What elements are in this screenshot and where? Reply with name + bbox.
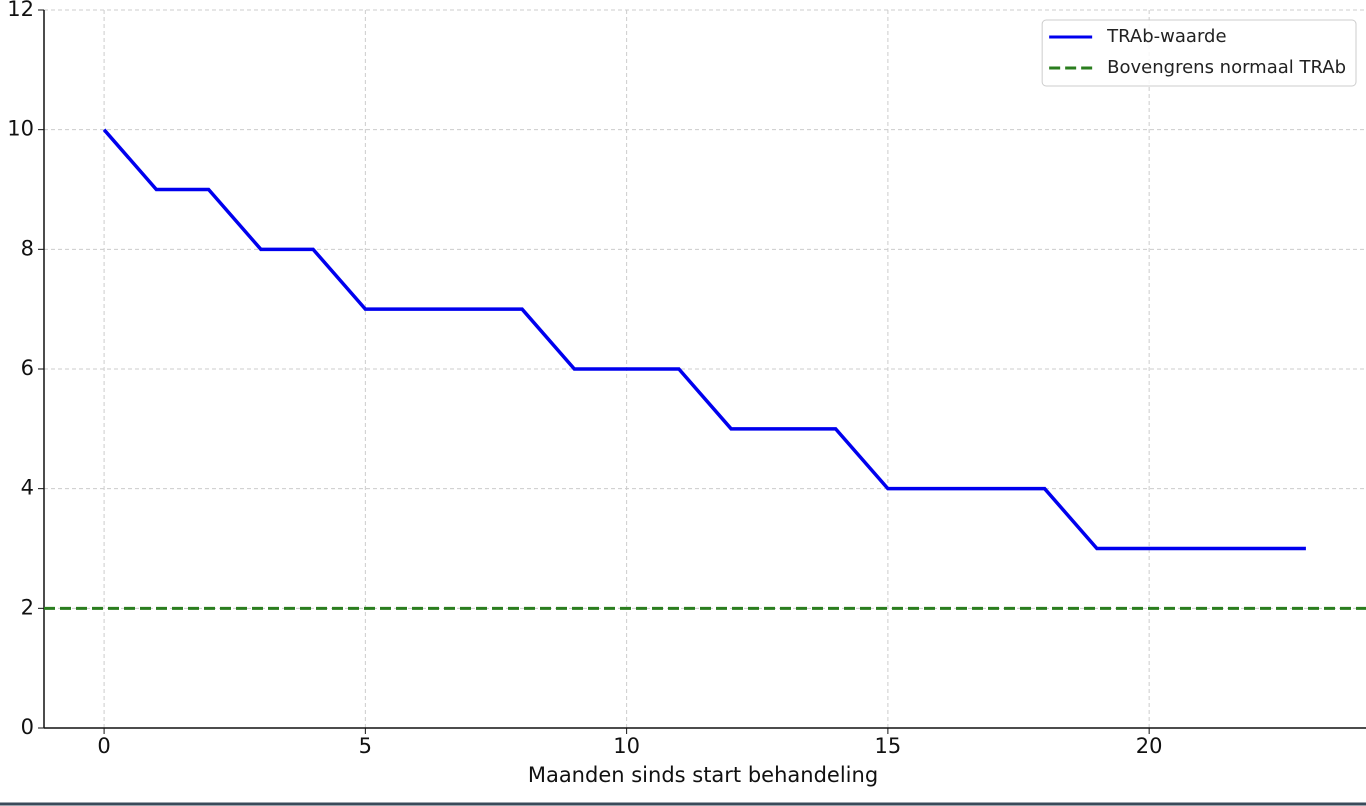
y-tick-label: 8 — [21, 236, 34, 260]
x-axis-label: Maanden sinds start behandeling — [528, 763, 878, 787]
legend-label: TRAb-waarde — [1106, 26, 1226, 47]
x-tick-label: 10 — [613, 734, 640, 758]
y-tick-label: 4 — [21, 476, 34, 500]
data-line — [102, 128, 1306, 551]
x-tick-label: 5 — [359, 734, 372, 758]
y-tick-label: 6 — [21, 356, 34, 380]
x-tick-label: 0 — [97, 734, 110, 758]
legend: TRAb-waarde Bovengrens normaal TRAb — [1041, 19, 1357, 87]
y-tick-label: 12 — [7, 0, 34, 21]
y-tick-label: 2 — [21, 595, 34, 619]
legend-label: Bovengrens normaal TRAb — [1107, 57, 1346, 78]
y-tick-label: 10 — [7, 117, 34, 141]
x-tick-label: 20 — [1136, 734, 1163, 758]
legend-box — [1041, 19, 1357, 87]
x-tick-label: 15 — [875, 734, 902, 758]
y-tick-label: 0 — [21, 715, 34, 739]
